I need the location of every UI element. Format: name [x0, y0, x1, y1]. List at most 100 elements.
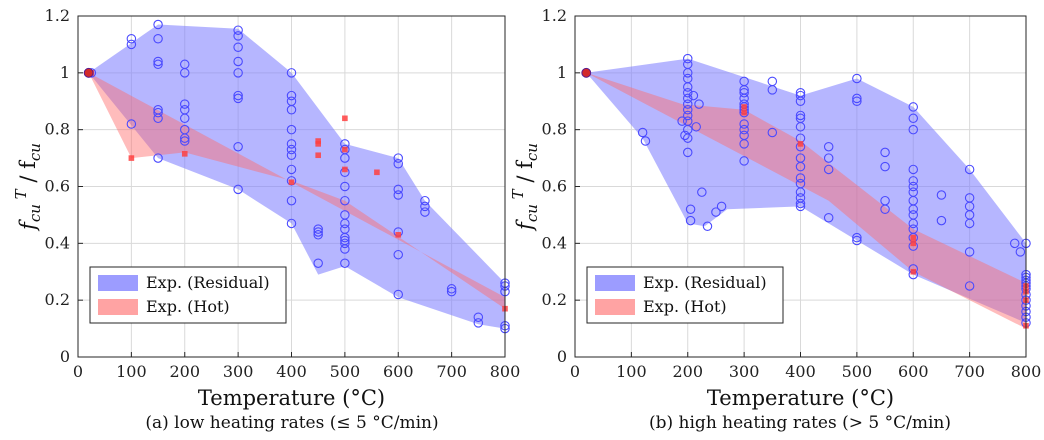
residual-point: [682, 133, 693, 143]
y-tick-label: 0.2: [45, 290, 70, 309]
residual-point: [852, 93, 862, 104]
residual-point: [233, 56, 243, 67]
residual-point: [711, 207, 721, 217]
residual-point: [716, 201, 727, 212]
hot-point: [342, 146, 348, 153]
residual-point: [795, 122, 806, 132]
hot-point: [128, 155, 135, 161]
residual-point: [473, 318, 484, 328]
hot-point: [741, 104, 747, 110]
residual-point: [420, 195, 430, 206]
residual-point: [795, 201, 806, 212]
y-tick-label: 0.2: [542, 290, 567, 309]
residual-point: [473, 312, 484, 322]
residual-point: [908, 164, 918, 175]
residual-point: [682, 82, 693, 92]
legend-label-residual: Exp. (Residual): [643, 273, 767, 292]
residual-point: [694, 99, 704, 109]
hot-point: [374, 169, 380, 176]
residual-point: [180, 99, 190, 109]
residual-point: [795, 110, 806, 121]
residual-point: [852, 96, 862, 107]
residual-point: [908, 204, 918, 214]
y-tick-label: 1.2: [542, 6, 567, 25]
x-tick-label: 600: [898, 362, 929, 381]
residual-point: [795, 96, 806, 107]
residual-point: [393, 289, 403, 300]
panel-b: 0 100 200 300 400 500 600 700 800 0 0.2 0.4 0.6 0.8 1 1…: [509, 6, 1041, 433]
residual-point: [677, 116, 687, 126]
residual-point: [153, 56, 163, 67]
x-tick-label: 0: [73, 362, 83, 381]
x-tick-label: 0: [570, 362, 580, 381]
panel-a: 0 100 200 300 400 500 600 700 800 0 0.2 0.4 0.6 0.8 1 1…: [12, 6, 520, 433]
y-tick-label: 0.6: [45, 177, 70, 196]
residual-point: [691, 122, 701, 132]
x-axis-label: Temperature (°C): [707, 386, 894, 410]
legend-swatch-hot: [98, 299, 138, 315]
residual-point: [680, 130, 690, 141]
x-tick-label: 400: [276, 362, 307, 381]
residual-point: [313, 227, 323, 237]
residual-point: [393, 153, 403, 163]
residual-point: [286, 124, 297, 135]
residual-point: [153, 33, 163, 44]
hot-point: [797, 141, 804, 147]
residual-point: [233, 184, 243, 195]
y-axis-label: fcu T / fcu: [509, 143, 541, 232]
hot-point: [315, 141, 321, 147]
residual-point: [682, 110, 693, 121]
y-tick-label: 0.8: [542, 120, 567, 139]
residual-point: [180, 133, 190, 143]
hot-envelope: [88, 72, 505, 309]
residual-point: [126, 119, 137, 129]
residual-envelope: [586, 58, 1026, 323]
residual-point: [340, 238, 350, 249]
residual-point: [286, 164, 297, 175]
x-axis-label: Temperature (°C): [198, 386, 385, 410]
residual-point: [1015, 247, 1026, 257]
residual-point: [823, 213, 834, 223]
residual-point: [964, 281, 975, 291]
residual-point: [286, 68, 297, 78]
residual-point: [880, 204, 890, 214]
residual-point: [640, 136, 651, 146]
y-tick-label: 1: [557, 63, 567, 82]
residual-point: [286, 139, 297, 149]
residual-point: [880, 147, 890, 158]
x-tick-label: 100: [116, 362, 147, 381]
x-tick-label: 800: [1011, 362, 1042, 381]
residual-point: [697, 187, 707, 197]
residual-point: [852, 235, 862, 246]
legend: Exp. (Residual) Exp. (Hot): [89, 266, 287, 324]
residual-point: [964, 218, 975, 229]
residual-point: [1009, 238, 1020, 249]
legend-label-residual: Exp. (Residual): [146, 273, 270, 292]
residual-point: [936, 215, 947, 226]
residual-envelope: [88, 24, 505, 329]
x-tick-label: 200: [169, 362, 200, 381]
residual-point: [286, 144, 297, 155]
residual-point: [852, 73, 862, 84]
residual-point: [739, 124, 749, 135]
hot-point: [181, 151, 188, 157]
x-tick-label: 500: [842, 362, 873, 381]
x-tick-label: 300: [223, 362, 254, 381]
hot-point: [910, 268, 917, 275]
residual-point: [685, 204, 696, 214]
residual-point: [313, 230, 323, 240]
residual-point: [340, 258, 350, 268]
residual-point: [233, 141, 243, 152]
x-tick-label: 600: [383, 362, 414, 381]
residual-point: [420, 201, 430, 212]
residual-point: [393, 249, 403, 260]
y-tick-label: 1: [60, 63, 70, 82]
hot-point: [395, 232, 402, 238]
legend-swatch-hot: [595, 299, 635, 315]
residual-point: [682, 99, 693, 109]
residual-point: [767, 85, 778, 95]
residual-point: [446, 284, 457, 294]
y-tick-label: 1.2: [45, 6, 70, 25]
residual-point: [908, 181, 918, 192]
